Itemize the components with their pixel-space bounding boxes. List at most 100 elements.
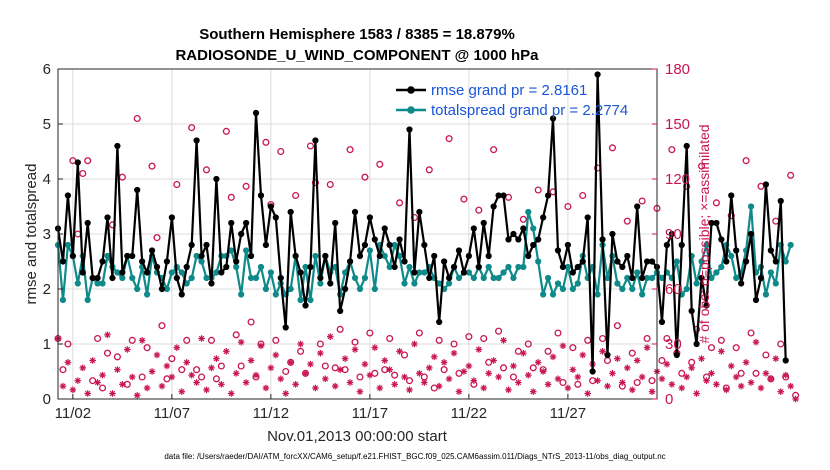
possible-obs-point [450, 340, 458, 348]
totalspread-point [257, 263, 265, 271]
totalspread-point [416, 269, 423, 276]
assimilated-obs-point [168, 373, 176, 381]
rmse-point [203, 241, 210, 249]
star-stroke [426, 365, 433, 371]
rmse-point [589, 368, 596, 375]
star-stroke [505, 387, 512, 393]
possible-obs-point [623, 217, 631, 225]
rmse-point [346, 258, 354, 265]
totalspread-point [683, 285, 690, 293]
star-stroke [540, 368, 546, 375]
totalspread-point [381, 252, 388, 260]
rmse-point [218, 269, 225, 276]
possible-obs-point [346, 146, 354, 154]
rmse-point [366, 214, 373, 221]
assimilated-obs-point [623, 364, 631, 372]
assimilated-obs-point [119, 381, 126, 388]
totalspread-point [272, 291, 279, 298]
possible-obs-point [277, 147, 285, 156]
totalspread-point [421, 269, 428, 276]
totalspread-point [247, 274, 255, 282]
totalspread-point [411, 280, 418, 287]
possible-obs-point [569, 344, 577, 352]
totalspread-point [203, 274, 210, 282]
rmse-point [396, 236, 403, 243]
star-stroke [154, 352, 160, 358]
rmse-point [733, 247, 740, 254]
rmse-point [223, 263, 230, 271]
assimilated-obs-point [599, 348, 606, 355]
assimilated-obs-point [277, 375, 285, 383]
star-stroke [634, 357, 640, 364]
rmse-point [564, 241, 571, 249]
y2-tick-label: 150 [665, 116, 690, 133]
star-stroke [139, 337, 145, 344]
star-stroke [248, 357, 254, 364]
rmse-point [757, 274, 765, 282]
totalspread-point [530, 225, 537, 232]
assimilated-obs-point [292, 381, 299, 388]
star-stroke [525, 372, 532, 378]
possible-obs-point [297, 347, 305, 355]
rmse-point [713, 219, 720, 227]
rmse-point [549, 115, 557, 122]
rmse-point [599, 236, 606, 243]
rmse-point [282, 324, 289, 331]
star-stroke [396, 348, 403, 355]
possible-obs-point [435, 336, 443, 344]
totalspread-point [104, 252, 111, 260]
assimilated-obs-point [336, 366, 344, 373]
rmse-point [129, 252, 136, 260]
possible-obs-point [143, 344, 151, 352]
possible-obs-point [292, 191, 300, 200]
rmse-point [495, 192, 502, 199]
totalspread-point [168, 269, 175, 276]
star-stroke [664, 361, 670, 367]
assimilated-obs-point [445, 375, 453, 383]
assimilated-obs-point [510, 362, 517, 370]
totalspread-point [59, 296, 67, 304]
rmse-point [658, 318, 666, 326]
y2-tick-label: 120 [665, 171, 690, 188]
star-stroke [421, 379, 428, 386]
assimilated-obs-point [326, 333, 334, 340]
possible-obs-point [247, 318, 255, 326]
assimilated-obs-point [188, 371, 195, 379]
possible-obs-point [668, 146, 676, 154]
assimilated-obs-point [698, 355, 705, 362]
assimilated-obs-point [104, 331, 111, 339]
totalspread-point [604, 274, 611, 282]
assimilated-obs-point [683, 373, 691, 381]
possible-obs-point [59, 366, 67, 374]
star-stroke [337, 366, 343, 373]
totalspread-point [500, 269, 507, 276]
totalspread-point [495, 274, 502, 282]
assimilated-obs-point [792, 395, 799, 403]
assimilated-obs-point [450, 349, 458, 357]
assimilated-obs-point [564, 384, 572, 392]
x-axis: 11/02 11/07 11/12 11/17 11/22 11/27 [55, 394, 586, 422]
possible-obs-point [158, 322, 166, 330]
totalspread-point [198, 258, 205, 265]
totalspread-point [747, 203, 755, 210]
assimilated-obs-point [678, 384, 686, 392]
totalspread-point [787, 241, 794, 249]
totalspread-point [728, 252, 735, 260]
rmse-point [79, 269, 86, 276]
assimilated-obs-point [307, 360, 314, 368]
rmse-point [277, 274, 284, 282]
rmse-point [109, 274, 116, 282]
rmse-point [505, 236, 512, 243]
rmse-point [267, 203, 274, 210]
rmse-point [228, 219, 235, 227]
rmse-point [153, 263, 161, 271]
star-stroke [500, 337, 507, 344]
assimilated-obs-point [346, 379, 354, 386]
star-stroke [644, 344, 650, 351]
assimilated-obs-point [302, 370, 309, 377]
star-stroke [550, 354, 556, 360]
totalspread-point [262, 285, 270, 293]
star-stroke [555, 376, 561, 382]
assimilated-obs-point [421, 379, 428, 386]
assimilated-obs-point [520, 349, 527, 357]
